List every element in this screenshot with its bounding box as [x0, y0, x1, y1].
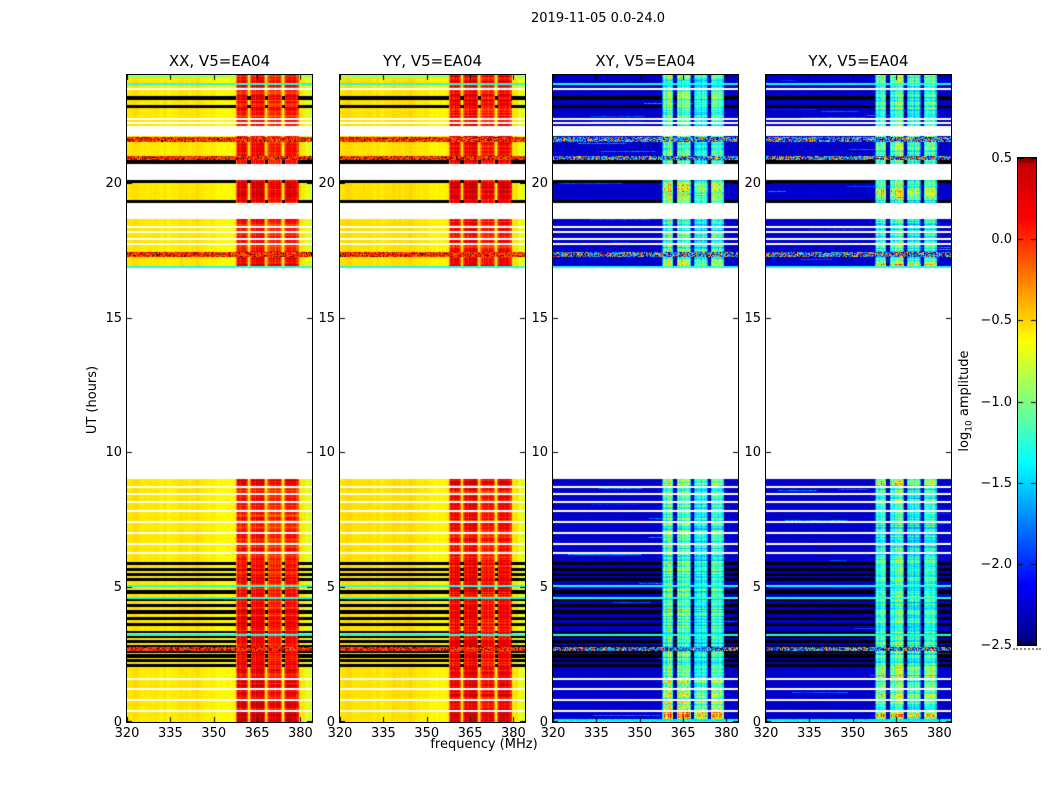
colorbar-tick-label: 0.0 [991, 232, 1012, 248]
x-tick-label: 350 [414, 726, 440, 741]
y-tick-label: 5 [326, 580, 335, 596]
y-tick-label: 20 [744, 175, 761, 191]
colorbar-label-rest: amplitude [957, 350, 972, 421]
colorbar-tick-label: 0.5 [991, 151, 1012, 166]
x-tick-label: 335 [583, 726, 609, 741]
y-tick-label: 10 [531, 445, 548, 461]
y-tick-label: 20 [105, 175, 122, 191]
colorbar-label-sub: 10 [964, 420, 975, 432]
colorbar-label-prefix: log [957, 431, 972, 452]
x-tick-label: 335 [796, 726, 822, 741]
x-tick-label: 335 [157, 726, 183, 741]
x-tick-label: 320 [540, 726, 566, 741]
heatmap-panel-xx [126, 74, 313, 723]
x-tick-label: 380 [714, 726, 739, 741]
x-tick-label: 320 [114, 726, 140, 741]
x-tick-label: 320 [753, 726, 779, 741]
colorbar-tick-label: −0.5 [980, 313, 1012, 329]
y-tick-label: 0 [113, 715, 122, 730]
x-tick-label: 380 [927, 726, 952, 741]
x-tick-label: 350 [201, 726, 227, 741]
y-tick-label: 5 [113, 580, 122, 596]
x-tick-label: 365 [457, 726, 483, 741]
colorbar [1017, 157, 1037, 646]
x-tick-label: 365 [244, 726, 270, 741]
heatmap-panel-xy [552, 74, 739, 723]
colorbar-tick-label: −2.5 [980, 638, 1012, 653]
panel-title: XX, V5=EA04 [168, 52, 271, 70]
y-tick-label: 15 [318, 310, 335, 326]
x-tick-label: 380 [501, 726, 526, 741]
y-tick-label: 0 [326, 715, 335, 730]
y-tick-label: 5 [752, 580, 761, 596]
y-tick-label: 15 [531, 310, 548, 326]
x-tick-label: 365 [883, 726, 909, 741]
y-tick-label: 5 [539, 580, 548, 596]
y-tick-label: 0 [539, 715, 548, 730]
colorbar-extend-dots [1013, 648, 1041, 650]
y-tick-label: 0 [752, 715, 761, 730]
panel-title: YX, V5=EA04 [808, 52, 909, 70]
colorbar-tick-label: −2.0 [980, 556, 1012, 572]
y-tick-label: 10 [744, 445, 761, 461]
colorbar-tick-label: −1.0 [980, 394, 1012, 410]
x-tick-label: 320 [327, 726, 353, 741]
panel-title: XY, V5=EA04 [595, 52, 696, 70]
y-tick-label: 20 [318, 175, 335, 191]
panel-title: YY, V5=EA04 [382, 52, 483, 70]
heatmap-panel-yx [765, 74, 952, 723]
y-tick-label: 20 [531, 175, 548, 191]
x-tick-label: 350 [840, 726, 866, 741]
y-tick-label: 10 [318, 445, 335, 461]
y-tick-label: 10 [105, 445, 122, 461]
x-tick-label: 335 [370, 726, 396, 741]
figure-title: 2019-11-05 0.0-24.0 [531, 11, 665, 26]
colorbar-tick-label: −1.5 [980, 475, 1012, 491]
y-tick-label: 15 [105, 310, 122, 326]
heatmap-panel-yy [339, 74, 526, 723]
x-tick-label: 380 [288, 726, 313, 741]
x-axis-label: frequency (MHz) [430, 737, 538, 752]
x-tick-label: 365 [670, 726, 696, 741]
x-tick-label: 350 [627, 726, 653, 741]
y-tick-label: 15 [744, 310, 761, 326]
